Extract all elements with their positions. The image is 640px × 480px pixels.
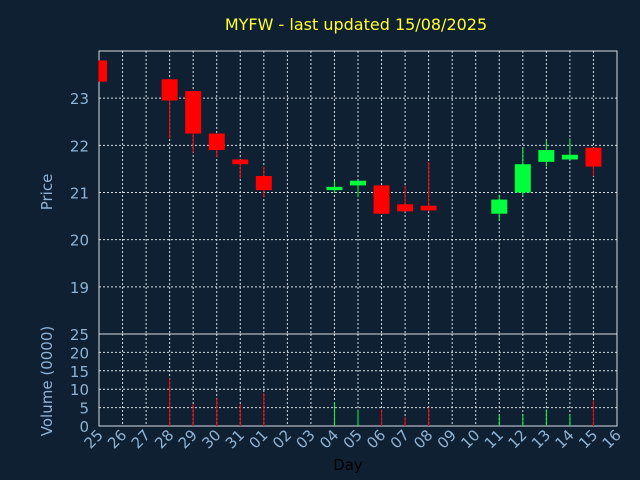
- x-tick-labels: 2526272829303101020304050607080910111213…: [81, 426, 625, 452]
- x-tick-label: 06: [363, 426, 389, 452]
- price-y-tick-label: 20: [70, 232, 89, 250]
- x-tick-label: 15: [575, 426, 601, 452]
- candle: [420, 161, 437, 212]
- candle-body: [538, 150, 555, 162]
- volume-y-tick-label: 0: [79, 418, 89, 436]
- chart-title: MYFW - last updated 15/08/2025: [225, 15, 487, 34]
- x-tick-label: 10: [457, 426, 483, 452]
- price-y-tick-label: 19: [70, 279, 89, 297]
- candle-body: [561, 154, 578, 160]
- candle: [561, 138, 578, 160]
- volume-y-tick-label: 20: [70, 344, 89, 362]
- x-tick-label: 27: [128, 426, 154, 452]
- x-tick-label: 29: [175, 426, 201, 452]
- candle: [350, 180, 366, 198]
- volume-y-tick-label: 10: [70, 381, 89, 399]
- price-y-tick-labels: 19 20 21 22 23: [70, 90, 89, 297]
- volume-y-tick-label: 25: [70, 326, 89, 344]
- x-tick-label: 03: [293, 426, 319, 452]
- x-tick-label: 28: [151, 426, 177, 452]
- x-tick-label: 30: [198, 426, 224, 452]
- x-tick-label: 01: [245, 426, 271, 452]
- x-tick-label: 13: [528, 426, 554, 452]
- x-tick-label: 11: [481, 426, 507, 452]
- x-tick-label: 05: [340, 426, 366, 452]
- candle-body: [99, 60, 107, 82]
- volume-bars: [169, 378, 594, 426]
- volume-axis-label: Volume (0000): [38, 326, 56, 436]
- candle: [185, 91, 202, 153]
- x-tick-label: 07: [387, 426, 413, 452]
- candle: [208, 133, 225, 158]
- candles: [98, 60, 602, 221]
- candle: [232, 159, 249, 179]
- x-tick-label: 08: [410, 426, 436, 452]
- candle-body: [397, 204, 414, 212]
- candle: [397, 185, 414, 212]
- candle-body: [420, 205, 437, 211]
- candle-body: [585, 147, 602, 167]
- x-tick-label: 31: [222, 426, 248, 452]
- candle: [373, 185, 390, 214]
- candle: [585, 147, 602, 176]
- x-tick-label: 26: [104, 426, 130, 452]
- candle-body: [326, 186, 343, 191]
- x-axis-label: Day: [333, 456, 363, 474]
- price-panel: 19 20 21 22 23 Price: [38, 50, 618, 335]
- candle: [514, 147, 531, 195]
- candle: [491, 194, 508, 221]
- x-tick-label: 14: [552, 426, 578, 452]
- x-tick-label: 16: [599, 426, 625, 452]
- candle-body: [350, 180, 366, 186]
- candle-body: [373, 185, 390, 214]
- candle: [161, 79, 178, 139]
- price-y-tick-label: 21: [70, 185, 89, 203]
- x-tick-label: 02: [269, 426, 295, 452]
- x-tick-label: 12: [504, 426, 530, 452]
- candle-body: [514, 164, 531, 193]
- volume-y-tick-label: 5: [79, 400, 89, 418]
- x-tick-label: 09: [434, 426, 460, 452]
- price-axis-label: Price: [38, 174, 56, 211]
- price-y-tick-label: 23: [70, 90, 89, 108]
- candle: [326, 180, 343, 193]
- candle: [538, 140, 555, 167]
- candle-body: [232, 159, 249, 165]
- volume-y-tick-label: 15: [70, 363, 89, 381]
- candle: [98, 60, 107, 82]
- candle-body: [185, 91, 202, 134]
- candle: [255, 166, 272, 198]
- candle-body: [208, 133, 225, 151]
- candle-body: [161, 79, 178, 101]
- x-tick-label: 04: [316, 426, 342, 452]
- price-y-tick-label: 22: [70, 137, 89, 155]
- candle-body: [491, 199, 508, 214]
- candle-body: [255, 175, 272, 191]
